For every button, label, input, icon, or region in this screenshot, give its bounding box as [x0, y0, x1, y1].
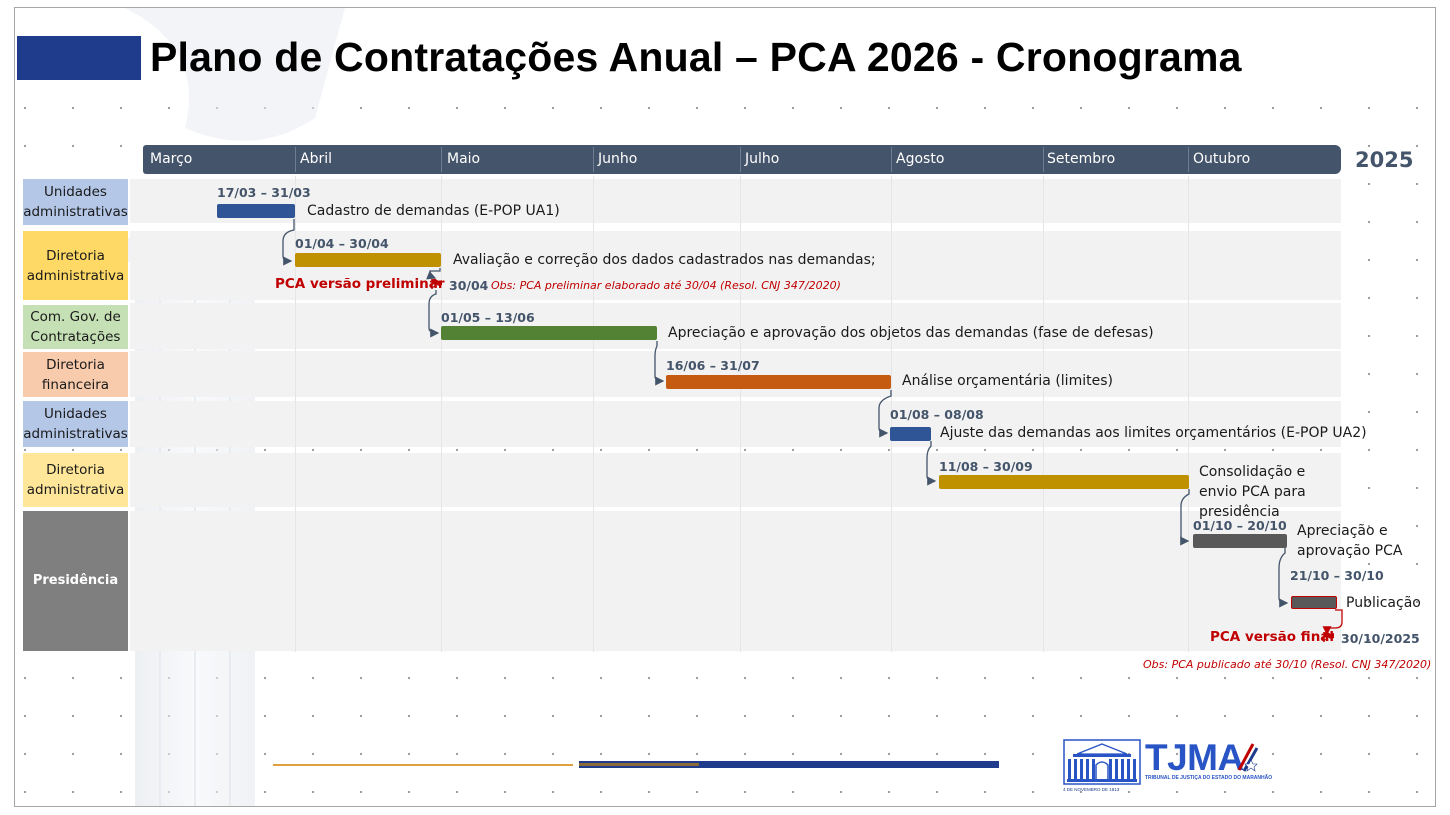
task-bar-apreciacao-pca [1193, 534, 1287, 548]
month-gridline [1188, 176, 1189, 652]
month-gridline [1043, 176, 1044, 652]
milestone-final-date: 30/10/2025 [1341, 631, 1420, 646]
year-label: 2025 [1355, 148, 1414, 172]
task-dates: 11/08 – 30/09 [939, 459, 1033, 474]
stage-band [130, 401, 1341, 447]
connector-arrow-final [1322, 609, 1343, 636]
month-divider [1188, 147, 1189, 172]
milestone-preliminar-date: 30/04 [449, 278, 489, 293]
month-divider [295, 147, 296, 172]
footer-line [273, 764, 573, 766]
month-label-abril: Abril [300, 151, 332, 167]
milestone-final-obs: Obs: PCA publicado até 30/10 (Resol. CNJ… [1143, 658, 1432, 671]
stage-label-diretoria-administrativa: Diretoria administrativa [23, 231, 128, 300]
month-divider [740, 147, 741, 172]
milestone-final-label: PCA versão final [1210, 629, 1335, 645]
stage-band [130, 303, 1341, 349]
task-bar-publicacao [1291, 596, 1337, 609]
month-gridline [740, 176, 741, 652]
task-dates: 01/08 – 08/08 [890, 407, 984, 422]
task-bar-apreciacao-objetos [441, 326, 657, 340]
slide: Plano de Contratações Anual – PCA 2026 -… [14, 7, 1436, 807]
month-divider [1043, 147, 1044, 172]
task-dates: 01/10 – 20/10 [1193, 518, 1287, 533]
stage-label-diretoria-financeira: Diretoria financeira [23, 352, 128, 397]
stage-label-text: Diretoria financeira [41, 356, 110, 393]
month-label-outubro: Outubro [1193, 151, 1251, 167]
stage-label-presidencia: Presidência [23, 511, 128, 651]
task-dates: 01/04 – 30/04 [295, 236, 389, 251]
connector-arrow [926, 441, 937, 486]
stage-label-text: Unidades administrativas [23, 184, 128, 220]
task-label: Análise orçamentária (limites) [902, 373, 1113, 389]
red-flag-icon [431, 278, 442, 289]
month-divider [441, 147, 442, 172]
stage-band [130, 511, 1341, 651]
month-label-junho: Junho [598, 151, 638, 167]
month-divider [593, 147, 594, 172]
milestone-preliminar-label: PCA versão preliminar [275, 276, 445, 292]
task-label: Avaliação e correção dos dados cadastrad… [453, 252, 876, 268]
task-bar-cadastro [217, 204, 295, 218]
month-label-marco: Março [150, 151, 193, 167]
tjma-logo-subtitle: TRIBUNAL DE JUSTIÇA DO ESTADO DO MARANHÃ… [1145, 775, 1273, 781]
footer-line [579, 763, 699, 766]
month-gridline [593, 176, 594, 652]
task-dates: 17/03 – 31/03 [217, 185, 311, 200]
task-dates: 16/06 – 31/07 [666, 358, 760, 373]
task-label: Ajuste das demandas aos limites orçament… [940, 425, 1367, 441]
task-bar-analise-orcamentaria [666, 375, 891, 389]
milestone-preliminar-obs: Obs: PCA preliminar elaborado até 30/04 … [491, 279, 841, 292]
stage-label-text: Unidades administrativas [23, 406, 128, 442]
title-accent-band [17, 36, 141, 80]
month-header-bar [143, 145, 1341, 174]
month-label-setembro: Setembro [1047, 151, 1116, 167]
connector-arrow [1278, 548, 1289, 608]
stage-label-text: Presidência [32, 573, 119, 588]
task-label: Consolidação e envio PCA para presidênci… [1199, 464, 1306, 520]
month-label-julho: Julho [745, 151, 780, 167]
flag-stripe-icon [1237, 743, 1259, 772]
footer-line [579, 761, 999, 768]
task-connectors [282, 219, 1343, 636]
task-bar-avaliacao [295, 253, 441, 267]
month-gridline [891, 176, 892, 652]
task-bar-consolidacao [939, 475, 1189, 489]
task-label: Cadastro de demandas (E-POP UA1) [307, 203, 560, 219]
stage-label-com-gov-contratacoes: Com. Gov. de Contratações [23, 305, 128, 349]
connector-arrow [878, 390, 892, 438]
tjma-logo-text: TJMA [1145, 737, 1244, 778]
stage-label-unidades-administrativas-2: Unidades administrativas [23, 401, 128, 447]
task-dates: 21/10 – 30/10 [1290, 568, 1384, 583]
tjma-building-caption: 4 DE NOVEMBRO DE 1813 [1063, 787, 1120, 792]
stage-band [130, 351, 1341, 397]
month-label-maio: Maio [447, 151, 481, 167]
tjma-building-logo-icon [1063, 739, 1141, 785]
connector-arrow [654, 341, 665, 386]
page-title: Plano de Contratações Anual – PCA 2026 -… [150, 34, 1242, 80]
task-label: Apreciação e aprovação dos objetos das d… [668, 325, 1154, 341]
month-divider [891, 147, 892, 172]
stage-label-text: Diretoria administrativa [26, 247, 125, 284]
connector-arrow [1180, 489, 1190, 546]
month-gridline [295, 176, 296, 652]
task-bar-ajuste-demandas [890, 427, 931, 441]
red-flag-icon [1323, 631, 1334, 642]
connector-arrow [282, 219, 295, 266]
stage-label-unidades-administrativas: Unidades administrativas [23, 179, 128, 225]
task-dates: 01/05 – 13/06 [441, 310, 535, 325]
connector-arrow [426, 268, 441, 280]
stage-label-text: Com. Gov. de Contratações [30, 309, 121, 345]
month-label-agosto: Agosto [896, 151, 945, 167]
task-label: Publicação [1346, 595, 1421, 611]
stage-label-text: Diretoria administrativa [26, 462, 125, 498]
stage-label-diretoria-administrativa-2: Diretoria administrativa [23, 453, 128, 507]
month-gridline [441, 176, 442, 652]
task-label: Apreciação e aprovação PCA [1297, 523, 1403, 559]
stage-band [130, 179, 1341, 223]
connector-arrow [428, 290, 440, 338]
